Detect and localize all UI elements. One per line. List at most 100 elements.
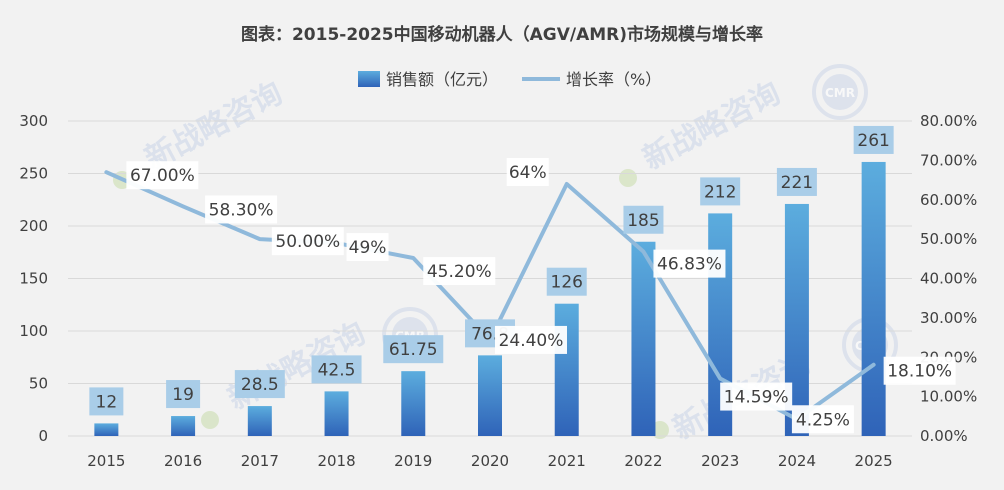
y-right-tick-label: 30.00%	[920, 309, 977, 327]
bar	[94, 423, 119, 436]
x-tick-label: 2025	[855, 452, 893, 470]
line-data-label-box	[126, 161, 199, 190]
watermark-logo-ring	[812, 64, 868, 120]
line-data-label: 4.25%	[791, 405, 854, 434]
bar-data-label-text: 61.75	[389, 340, 438, 360]
bar-data-label: 42.5	[311, 355, 362, 384]
line-data-label-text: 18.10%	[887, 362, 952, 382]
bar	[401, 371, 426, 436]
x-axis: 2015 2016 2017 2018 2019 2020 2021 2022 2023 2024…	[87, 452, 892, 470]
bar-data-label-box	[546, 267, 587, 296]
bar-data-label-box	[311, 355, 362, 384]
line-data-label: 58.30%	[205, 195, 278, 224]
line-point	[104, 170, 108, 174]
bar	[324, 391, 349, 436]
y-right-tick-label: 0.00%	[920, 427, 968, 445]
bar-data-label-box	[700, 177, 741, 206]
legend-item-growth: 增长率（%）	[522, 70, 661, 89]
x-tick-label: 2016	[164, 452, 202, 470]
x-tick-label: 2021	[548, 452, 586, 470]
line-data-label-box	[653, 249, 726, 278]
bar-data-label: 261	[853, 125, 894, 154]
bar-data-label-box	[383, 335, 444, 364]
x-tick-label: 2019	[394, 452, 432, 470]
line-data-label-text: 50.00%	[275, 232, 340, 252]
line-data-label-text: 4.25%	[796, 410, 850, 430]
watermark-logo-core	[822, 74, 858, 110]
y-left-tick-label: 250	[19, 165, 48, 183]
bar-data-label-box	[853, 125, 894, 154]
y-left-tick-label: 300	[19, 112, 48, 130]
y-left-tick-label: 100	[19, 322, 48, 340]
bar-data-label-text: 261	[857, 131, 889, 151]
y-right-tick-label: 70.00%	[920, 151, 977, 169]
line-data-label-text: 24.40%	[499, 331, 564, 351]
line-data-label: 24.40%	[495, 325, 567, 354]
y-left-tick-label: 50	[29, 375, 48, 393]
line-data-label: 45.20%	[423, 257, 496, 286]
bar-data-label: 28.5	[234, 370, 285, 399]
y-axis-left: 0 50 100 150 200 250 300	[19, 112, 48, 445]
y-axis-right: 0.00%10.00%20.00%30.00%40.00%50.00%60.00…	[920, 112, 977, 445]
bar-data-label-text: 126	[551, 273, 583, 293]
line-data-label-box	[720, 382, 793, 411]
line-data-label-text: 46.83%	[657, 255, 722, 275]
x-tick-label: 2020	[471, 452, 509, 470]
y-right-tick-label: 60.00%	[920, 191, 977, 209]
line-data-label: 67.00%	[126, 161, 199, 190]
watermark-dot	[201, 411, 219, 429]
line-point	[565, 182, 569, 186]
y-right-tick-label: 10.00%	[920, 388, 977, 406]
bar-data-label-text: 221	[781, 173, 813, 193]
line-data-label-box	[271, 227, 344, 256]
bar-data-label-box	[166, 380, 201, 409]
bar	[861, 161, 886, 436]
bar	[478, 355, 502, 436]
y-left-tick-label: 0	[38, 427, 48, 445]
legend: 销售额（亿元） 增长率（%）	[358, 70, 661, 89]
line-data-label-box	[883, 356, 956, 385]
legend-swatch-bar	[358, 71, 380, 87]
line-point	[872, 363, 876, 367]
x-tick-label: 2022	[624, 452, 662, 470]
watermark-logo: CMR	[812, 64, 868, 120]
bar-data-label: 185	[623, 205, 664, 234]
line-point	[181, 204, 185, 208]
bar-data-label-box	[89, 387, 124, 416]
line-data-label-box	[205, 195, 278, 224]
legend-label-sales: 销售额（亿元）	[386, 70, 498, 89]
line-data-label-text: 49%	[349, 238, 387, 258]
line-data-label: 14.59%	[720, 382, 793, 411]
y-left-tick-label: 150	[19, 270, 48, 288]
line-data-label: 18.10%	[883, 356, 956, 385]
bar-data-label-box	[776, 167, 817, 196]
line-data-label-text: 14.59%	[724, 388, 789, 408]
y-right-tick-label: 50.00%	[920, 230, 977, 248]
line-data-label: 64%	[506, 158, 549, 186]
line-data-label: 46.83%	[653, 249, 726, 278]
legend-item-sales: 销售额（亿元）	[358, 70, 498, 89]
line-data-label-box	[423, 257, 496, 286]
line-data-labels: 67.00% 58.30% 50.00% 49% 45.20% 24.40% 64% 46.8…	[126, 158, 956, 434]
line-data-label-text: 67.00%	[130, 166, 195, 186]
line-data-label-box	[495, 325, 567, 354]
bar	[247, 406, 272, 436]
line-data-label-text: 45.20%	[427, 262, 492, 282]
watermark-logo-text: CMR	[825, 86, 855, 100]
bar-data-label: 19	[166, 380, 201, 409]
line-data-label-box	[791, 405, 854, 434]
bar-data-label-text: 28.5	[241, 375, 279, 395]
bar-data-label: 12	[89, 387, 124, 416]
line-data-label-text: 64%	[509, 163, 547, 183]
line-data-label-box	[506, 158, 549, 186]
legend-label-growth: 增长率（%）	[566, 70, 661, 89]
bar-data-label-box	[234, 370, 285, 399]
bar-data-label: 126	[546, 267, 587, 296]
chart-title: 图表：2015-2025中国移动机器人（AGV/AMR)市场规模与增长率	[241, 24, 763, 45]
x-tick-label: 2018	[317, 452, 355, 470]
y-left-tick-label: 200	[19, 217, 48, 235]
bar	[171, 416, 196, 436]
bar-data-label: 221	[776, 167, 817, 196]
watermark-text: 新战略咨询	[637, 76, 786, 177]
